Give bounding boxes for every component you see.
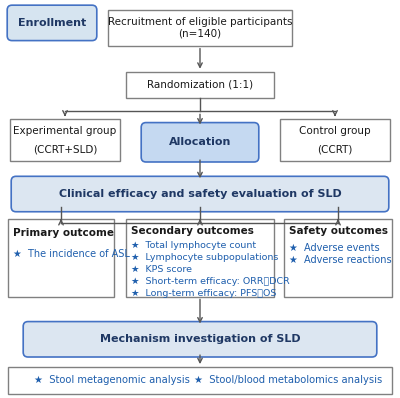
Text: ★  Long-term efficacy: PFS，OS: ★ Long-term efficacy: PFS，OS bbox=[131, 289, 276, 298]
Text: ★  Stool metagenomic analysis: ★ Stool metagenomic analysis bbox=[34, 375, 190, 386]
FancyBboxPatch shape bbox=[8, 219, 114, 297]
FancyBboxPatch shape bbox=[11, 176, 389, 212]
Text: Safety outcomes: Safety outcomes bbox=[289, 226, 388, 236]
Text: (CCRT+SLD): (CCRT+SLD) bbox=[33, 144, 97, 154]
FancyBboxPatch shape bbox=[108, 10, 292, 46]
Text: (CCRT): (CCRT) bbox=[317, 144, 353, 154]
Text: ★  KPS score: ★ KPS score bbox=[131, 265, 192, 274]
FancyBboxPatch shape bbox=[280, 119, 390, 161]
Text: Control group: Control group bbox=[299, 126, 371, 136]
Text: Recruitment of eligible participants
(n=140): Recruitment of eligible participants (n=… bbox=[108, 17, 292, 39]
FancyBboxPatch shape bbox=[23, 322, 377, 357]
Text: Clinical efficacy and safety evaluation of SLD: Clinical efficacy and safety evaluation … bbox=[59, 189, 341, 199]
Text: Randomization (1:1): Randomization (1:1) bbox=[147, 80, 253, 90]
Text: Primary outcome: Primary outcome bbox=[13, 228, 114, 238]
FancyBboxPatch shape bbox=[141, 123, 259, 162]
Text: ★  Adverse reactions: ★ Adverse reactions bbox=[289, 255, 392, 265]
FancyBboxPatch shape bbox=[126, 219, 274, 297]
FancyBboxPatch shape bbox=[126, 72, 274, 98]
FancyBboxPatch shape bbox=[7, 5, 97, 41]
Text: ★  Stool/blood metabolomics analysis: ★ Stool/blood metabolomics analysis bbox=[194, 375, 382, 386]
Text: Experimental group: Experimental group bbox=[13, 126, 117, 136]
Text: ★  Lymphocyte subpopulations: ★ Lymphocyte subpopulations bbox=[131, 253, 278, 262]
FancyBboxPatch shape bbox=[284, 219, 392, 297]
Text: ★  Short-term efficacy: ORR，DCR: ★ Short-term efficacy: ORR，DCR bbox=[131, 277, 290, 286]
Text: Allocation: Allocation bbox=[169, 137, 231, 147]
Text: ★  Adverse events: ★ Adverse events bbox=[289, 243, 380, 253]
FancyBboxPatch shape bbox=[8, 367, 392, 394]
Text: ★  Total lymphocyte count: ★ Total lymphocyte count bbox=[131, 241, 256, 250]
Text: Mechanism investigation of SLD: Mechanism investigation of SLD bbox=[100, 334, 300, 344]
Text: ★  The incidence of ASL: ★ The incidence of ASL bbox=[13, 249, 130, 259]
FancyBboxPatch shape bbox=[10, 119, 120, 161]
Text: Enrollment: Enrollment bbox=[18, 18, 86, 28]
Text: Secondary outcomes: Secondary outcomes bbox=[131, 226, 254, 236]
